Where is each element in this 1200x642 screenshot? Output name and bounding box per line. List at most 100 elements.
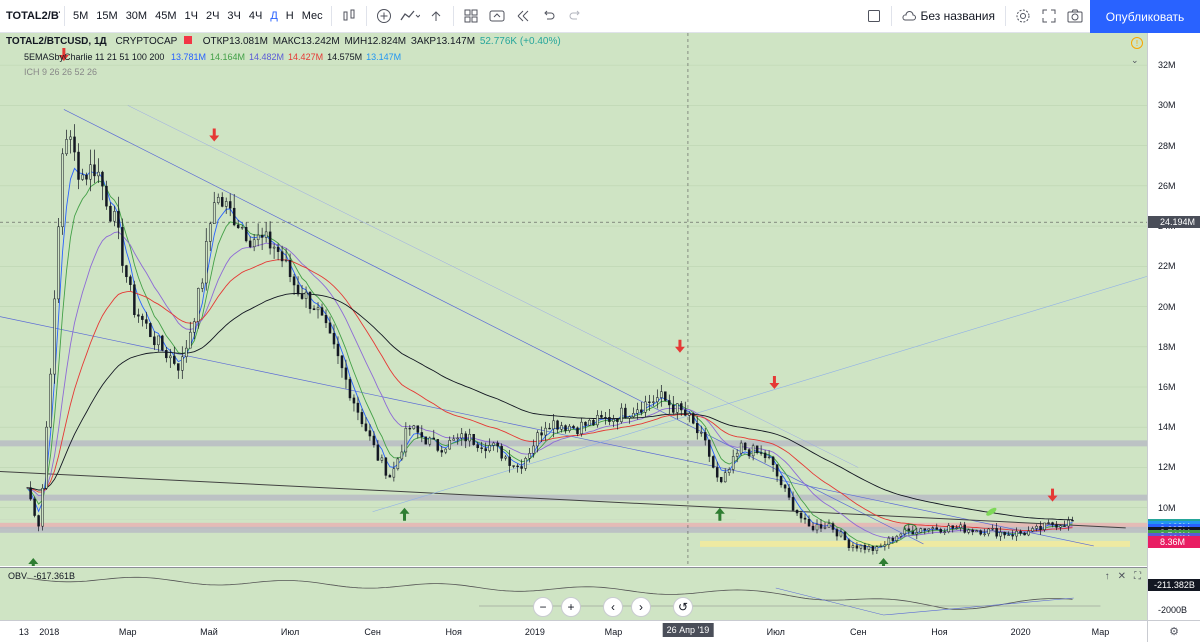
interval-10[interactable]: Мес [301, 10, 323, 22]
chart-type-icon[interactable] [336, 3, 362, 29]
price-tick: 22M [1158, 261, 1176, 272]
candle-body [236, 224, 240, 229]
maximize-pane-icon[interactable]: ⛶ [1134, 571, 1141, 582]
candle-body [644, 401, 647, 413]
candle-body [580, 421, 583, 435]
candle-body [903, 528, 907, 535]
zoom-in-button[interactable]: + [561, 597, 581, 617]
candle-body [1063, 525, 1066, 527]
candle-body [137, 314, 140, 317]
ema-line [26, 167, 1073, 549]
price-line-label: 8.36M [1148, 536, 1200, 549]
horizontal-zone [0, 440, 1147, 447]
layout-select-icon[interactable] [861, 3, 887, 29]
obv-value: -617.361B [33, 571, 76, 581]
candle-body [1015, 531, 1018, 537]
horizontal-zone [0, 494, 1147, 501]
candle-body [963, 524, 966, 533]
scroll-right-button[interactable]: › [631, 597, 651, 617]
interval-7[interactable]: 4Ч [248, 10, 263, 22]
candle-body [540, 432, 543, 436]
interval-5[interactable]: 2Ч [205, 10, 220, 22]
obv-axis-tick: -2000B [1158, 605, 1188, 615]
price-tick: 10M [1158, 502, 1176, 513]
candle-body [572, 425, 575, 429]
obv-axis[interactable]: -211.382B -2000B [1147, 567, 1200, 620]
price-axis[interactable]: 32M30M28M26M24M22M20M18M16M14M12M10M24.1… [1147, 33, 1200, 590]
candle-body [1059, 525, 1062, 528]
ichimoku-legend[interactable]: ICH 9 26 26 52 26 [24, 67, 98, 77]
reset-chart-button[interactable]: ↺ [673, 597, 693, 617]
settings-gear-icon[interactable] [1010, 3, 1036, 29]
ema-legend[interactable]: 5EMASbyCharlie 11 21 51 100 200 13.781M 1… [24, 52, 401, 62]
layout-name-button[interactable]: Без названия [896, 9, 1001, 23]
price-pane[interactable]: TOTAL2/BTCUSD, 1Д CRYPTOCAP ОТКР13.081M … [0, 33, 1147, 566]
candle-body [763, 452, 767, 459]
candle-body [688, 413, 691, 416]
interval-8[interactable]: Д [270, 10, 278, 22]
candle-body [256, 234, 260, 241]
scroll-left-button[interactable]: ‹ [603, 597, 623, 617]
move-up-icon[interactable]: ↑ [1104, 571, 1110, 582]
obv-label[interactable]: OBV [8, 571, 28, 581]
interval-2[interactable]: 30М [125, 10, 148, 22]
toolbar-divider [365, 6, 367, 26]
candle-body [863, 544, 867, 550]
candle-body [835, 529, 839, 537]
candle-body [472, 434, 475, 445]
candle-body [795, 509, 799, 514]
indicators-icon[interactable] [397, 3, 423, 29]
candle-body [129, 276, 132, 285]
interval-0[interactable]: 5М [73, 10, 89, 22]
candle-body [971, 529, 974, 533]
candle-body [29, 487, 32, 500]
collapse-legend-icon[interactable]: ⌄ [1131, 55, 1139, 65]
toolbar-divider [64, 6, 65, 26]
warning-icon[interactable]: ! [1131, 37, 1143, 49]
interval-9[interactable]: Н [285, 10, 294, 22]
publish-button[interactable]: Опубликовать [1090, 0, 1200, 33]
redo-icon[interactable] [562, 3, 588, 29]
price-tick: 18M [1158, 341, 1176, 352]
candle-body [193, 321, 196, 333]
candle-body [652, 401, 655, 403]
legend-high-label: МАКС [272, 36, 301, 47]
close-pane-icon[interactable]: ✕ [1117, 571, 1126, 582]
candle-body [288, 259, 292, 277]
marker-shape [714, 507, 725, 521]
templates-icon[interactable] [458, 3, 484, 29]
zoom-out-button[interactable]: − [533, 597, 553, 617]
fullscreen-icon[interactable] [1036, 3, 1062, 29]
legend-high: 13.242M [300, 36, 340, 47]
add-indicator-icon[interactable] [371, 3, 397, 29]
candle-body [432, 437, 436, 440]
interval-1[interactable]: 15М [96, 10, 118, 22]
undo-icon[interactable] [536, 3, 562, 29]
alert-icon[interactable] [484, 3, 510, 29]
candle-body [1039, 525, 1042, 530]
candle-body [967, 529, 970, 533]
candle-body [1003, 531, 1006, 536]
marker-shape [769, 375, 780, 389]
price-tick: 20M [1158, 301, 1176, 312]
trend-line [0, 470, 1126, 529]
time-tick: Июл [766, 627, 785, 637]
candle-body [879, 545, 883, 548]
replay-icon[interactable] [510, 3, 536, 29]
candle-body [177, 363, 180, 371]
interval-3[interactable]: 45М [155, 10, 177, 22]
candle-body [923, 528, 927, 531]
symbol-search-button[interactable]: TOTAL2/BT [6, 10, 60, 22]
legend-symbol[interactable]: TOTAL2/BTCUSD, 1Д [6, 36, 107, 47]
time-axis[interactable]: 132018МарМайИюлСенНоя2019МарМайИюлСенНоя… [0, 620, 1147, 642]
candle-body [440, 450, 444, 453]
compare-icon[interactable] [423, 3, 449, 29]
snapshot-camera-icon[interactable] [1062, 3, 1088, 29]
candle-body [181, 356, 184, 371]
interval-6[interactable]: 3Ч [227, 10, 241, 22]
toolbar-divider [891, 6, 893, 26]
interval-4[interactable]: 1Ч [184, 10, 198, 22]
candle-body [69, 136, 72, 140]
candle-body [1031, 528, 1034, 532]
axis-settings-gear-icon[interactable]: ⚙ [1147, 620, 1200, 642]
